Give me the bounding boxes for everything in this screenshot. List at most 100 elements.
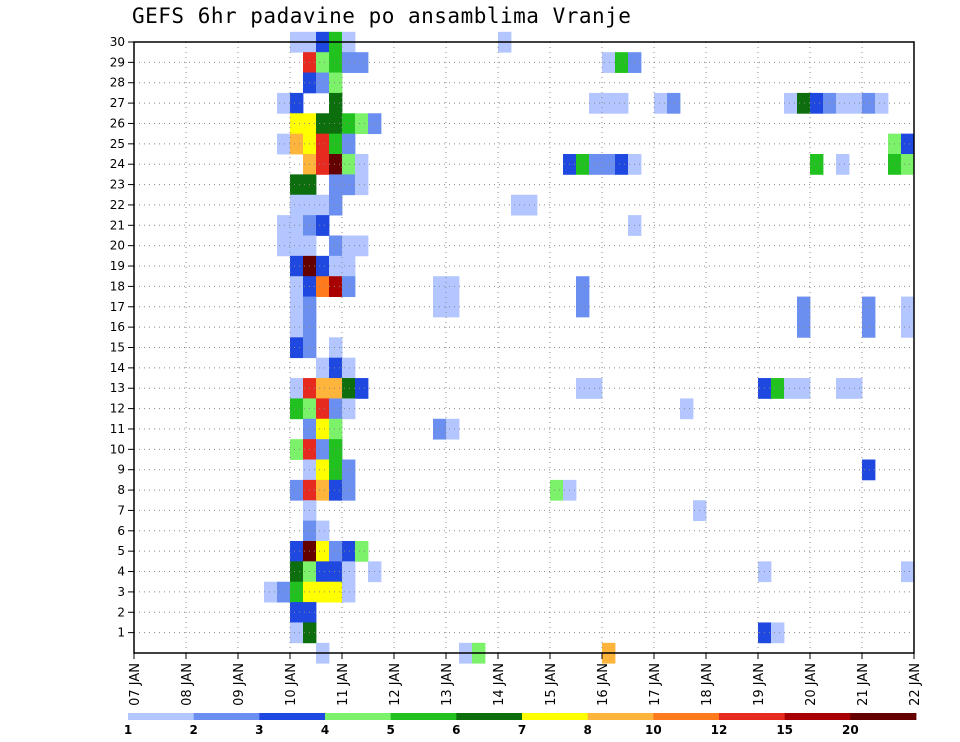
heatmap-cell	[576, 378, 590, 399]
colorbar-swatch	[784, 713, 851, 720]
heatmap-cell	[290, 439, 304, 460]
heatmap-cell	[862, 459, 876, 481]
heatmap-cell	[589, 92, 603, 114]
grid-lines	[134, 42, 914, 653]
y-tick-label: 14	[110, 361, 125, 375]
heatmap-cell	[290, 561, 304, 583]
x-tick-label: 09 JAN	[232, 663, 247, 706]
heatmap-cell	[264, 581, 278, 603]
heatmap-cell	[329, 459, 343, 481]
heatmap-cell	[329, 439, 343, 460]
heatmap-cell	[615, 92, 629, 114]
colorbar-swatch	[653, 713, 720, 720]
heatmap-cell	[511, 194, 525, 216]
y-tick-label: 17	[110, 300, 125, 314]
x-tick-label: 20 JAN	[804, 663, 819, 706]
colorbar-swatch	[850, 713, 917, 720]
y-tick-label: 18	[110, 279, 125, 293]
heatmap-cell	[576, 154, 590, 175]
heatmap-cell	[316, 276, 330, 297]
heatmap-cell	[875, 92, 889, 114]
heatmap-cell	[901, 296, 915, 318]
heatmap-cell	[355, 52, 369, 73]
heatmap-cell	[329, 72, 343, 94]
y-tick-label: 8	[117, 483, 125, 497]
x-tick-label: 19 JAN	[752, 663, 767, 706]
x-tick-label: 11 JAN	[336, 663, 351, 706]
heatmap-cell	[654, 92, 668, 114]
heatmap-cell	[290, 622, 304, 644]
heatmap-cell	[290, 215, 304, 236]
heatmap-cell	[576, 296, 590, 318]
heatmap-cell	[342, 52, 356, 73]
heatmap-cell	[550, 479, 564, 501]
heatmap-cell	[290, 337, 304, 359]
heatmap-cell	[329, 418, 343, 440]
heatmap-cell	[901, 316, 915, 338]
heatmap-cell	[316, 459, 330, 481]
x-tick-label: 12 JAN	[388, 663, 403, 706]
heatmap-cell	[901, 133, 915, 155]
y-tick-label: 21	[110, 218, 125, 232]
heatmap-cell	[316, 357, 330, 379]
heatmap-cell	[784, 378, 798, 399]
heatmap-cell	[316, 194, 330, 216]
y-tick-label: 23	[110, 178, 125, 192]
colorbar-label: 1	[124, 723, 132, 737]
heatmap-cell	[316, 72, 330, 94]
heatmap-cell	[329, 398, 343, 420]
heatmap-cell	[355, 113, 369, 135]
colorbar-swatch	[193, 713, 260, 720]
colorbar-swatch	[259, 713, 326, 720]
heatmap-cell	[316, 520, 330, 542]
heatmap-cell	[576, 276, 590, 297]
heatmap-cell	[316, 113, 330, 135]
heatmap-cell	[316, 418, 330, 440]
y-tick-label: 6	[117, 524, 125, 538]
colorbar-label: 5	[386, 723, 394, 737]
x-tick-label: 22 JAN	[908, 663, 923, 706]
heatmap-cell	[290, 276, 304, 297]
heatmap-cell	[290, 581, 304, 603]
colorbar-label: 6	[452, 723, 460, 737]
colorbar-swatch	[325, 713, 392, 720]
y-tick-label: 19	[110, 259, 125, 273]
y-tick-label: 30	[110, 35, 125, 49]
heatmap-cell	[355, 235, 369, 257]
heatmap-cell	[342, 276, 356, 297]
heatmap-cell	[342, 133, 356, 155]
y-tick-label: 11	[110, 422, 125, 436]
x-tick-label: 16 JAN	[596, 663, 611, 706]
heatmap-cell	[290, 316, 304, 338]
heatmap-cell	[446, 418, 460, 440]
heatmap-cell	[329, 235, 343, 257]
x-tick-label: 15 JAN	[544, 663, 559, 706]
x-tick-label: 14 JAN	[492, 663, 507, 706]
colorbar-swatch	[456, 713, 523, 720]
heatmap-cell	[290, 113, 304, 135]
y-tick-label: 9	[117, 463, 125, 477]
heatmap-cell	[862, 316, 876, 338]
y-tick-label: 2	[117, 605, 125, 619]
heatmap-cell	[290, 602, 304, 623]
y-tick-label: 28	[110, 76, 125, 90]
heatmap-cell	[355, 154, 369, 175]
heatmap-cell	[342, 255, 356, 277]
heatmap-cell	[342, 459, 356, 481]
colorbar-label: 15	[776, 723, 793, 737]
heatmap-cell	[329, 194, 343, 216]
heatmap-cell	[329, 52, 343, 73]
heatmap-cell	[277, 133, 291, 155]
heatmap-cell	[316, 255, 330, 277]
colorbar-label: 10	[645, 723, 662, 737]
y-tick-label: 20	[110, 239, 125, 253]
heatmap-cell	[615, 154, 629, 175]
y-tick-label: 26	[110, 116, 125, 130]
y-tick-label: 13	[110, 381, 125, 395]
heatmap-cell	[277, 215, 291, 236]
heatmap-cell	[589, 154, 603, 175]
heatmap-cell	[329, 357, 343, 379]
heatmap-cell	[290, 194, 304, 216]
heatmap-cell	[329, 113, 343, 135]
heatmap-cell	[342, 479, 356, 501]
